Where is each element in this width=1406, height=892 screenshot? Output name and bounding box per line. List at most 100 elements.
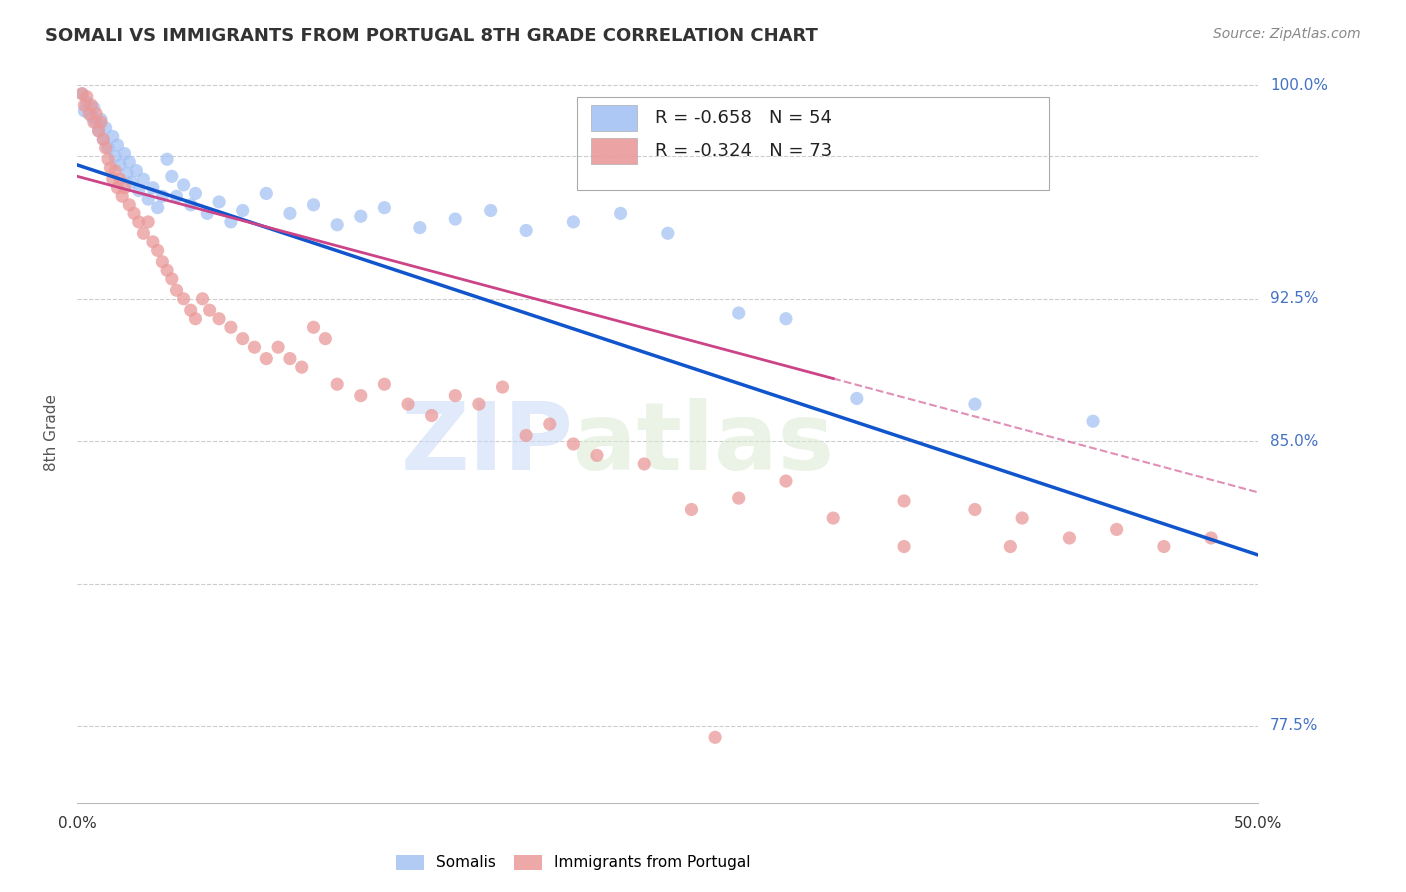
Point	[254, 186, 277, 201]
Point	[1059, 531, 1081, 545]
Text: R = -0.324   N = 73: R = -0.324 N = 73	[655, 143, 832, 161]
Point	[100, 161, 122, 175]
Text: 92.5%: 92.5%	[1270, 292, 1319, 306]
Point	[87, 124, 110, 138]
Point	[118, 155, 141, 169]
Point	[115, 166, 138, 180]
Point	[125, 163, 148, 178]
Point	[515, 428, 537, 442]
Point	[84, 115, 107, 129]
Point	[136, 215, 159, 229]
Point	[104, 149, 127, 163]
Point	[142, 235, 165, 249]
Point	[173, 292, 195, 306]
Point	[1199, 531, 1222, 545]
Point	[70, 87, 93, 101]
Point	[267, 340, 290, 354]
Point	[893, 540, 915, 554]
Point	[94, 141, 117, 155]
Text: Source: ZipAtlas.com: Source: ZipAtlas.com	[1213, 27, 1361, 41]
Point	[243, 340, 266, 354]
FancyBboxPatch shape	[591, 105, 637, 131]
Point	[963, 397, 986, 411]
Point	[166, 283, 188, 297]
Point	[515, 223, 537, 237]
Point	[198, 303, 221, 318]
Point	[373, 201, 395, 215]
Point	[180, 303, 202, 318]
Point	[146, 244, 169, 258]
Legend: Somalis, Immigrants from Portugal: Somalis, Immigrants from Portugal	[391, 848, 756, 877]
Point	[1153, 540, 1175, 554]
Point	[184, 311, 207, 326]
Point	[136, 192, 159, 206]
Point	[108, 172, 131, 186]
Point	[727, 491, 749, 505]
Point	[963, 502, 986, 516]
Text: 100.0%: 100.0%	[1270, 78, 1329, 93]
Point	[254, 351, 277, 366]
Point	[775, 311, 797, 326]
Point	[166, 189, 188, 203]
Point	[350, 388, 373, 402]
Point	[232, 332, 254, 346]
Point	[160, 272, 183, 286]
Point	[278, 351, 301, 366]
Point	[84, 106, 107, 120]
Point	[444, 212, 467, 227]
Point	[420, 409, 443, 423]
Point	[97, 141, 120, 155]
Point	[350, 209, 373, 223]
Point	[562, 215, 585, 229]
Point	[468, 397, 491, 411]
Point	[657, 227, 679, 241]
Point	[727, 306, 749, 320]
Text: 85.0%: 85.0%	[1270, 434, 1319, 449]
Point	[101, 172, 124, 186]
Point	[1081, 414, 1104, 428]
Point	[1000, 540, 1022, 554]
Point	[76, 89, 98, 103]
Point	[70, 87, 93, 101]
Y-axis label: 8th Grade: 8th Grade	[44, 394, 59, 471]
Point	[291, 360, 314, 375]
Point	[208, 194, 231, 209]
Text: ZIP: ZIP	[401, 398, 574, 490]
Point	[195, 206, 218, 220]
Point	[326, 218, 349, 232]
Point	[444, 388, 467, 402]
Point	[150, 254, 173, 268]
Point	[80, 110, 103, 124]
Point	[208, 311, 231, 326]
Point	[681, 502, 703, 516]
Text: 77.5%: 77.5%	[1270, 718, 1319, 733]
Point	[156, 263, 179, 277]
Point	[128, 215, 150, 229]
Point	[90, 115, 112, 129]
Point	[232, 203, 254, 218]
Point	[108, 158, 131, 172]
Point	[94, 120, 117, 135]
Point	[633, 457, 655, 471]
Point	[278, 206, 301, 220]
Point	[219, 215, 242, 229]
Point	[142, 180, 165, 194]
Point	[91, 132, 114, 146]
Point	[191, 292, 214, 306]
Point	[90, 112, 112, 127]
Point	[775, 474, 797, 488]
Point	[73, 98, 96, 112]
Point	[87, 124, 110, 138]
Point	[538, 417, 561, 431]
Point	[77, 106, 100, 120]
Point	[479, 203, 502, 218]
Point	[73, 103, 96, 118]
Point	[562, 437, 585, 451]
Point	[91, 132, 114, 146]
Point	[373, 377, 395, 392]
Point	[491, 380, 513, 394]
Point	[118, 198, 141, 212]
Point	[586, 449, 609, 463]
Text: atlas: atlas	[574, 398, 834, 490]
Bar	[576, 97, 1049, 190]
